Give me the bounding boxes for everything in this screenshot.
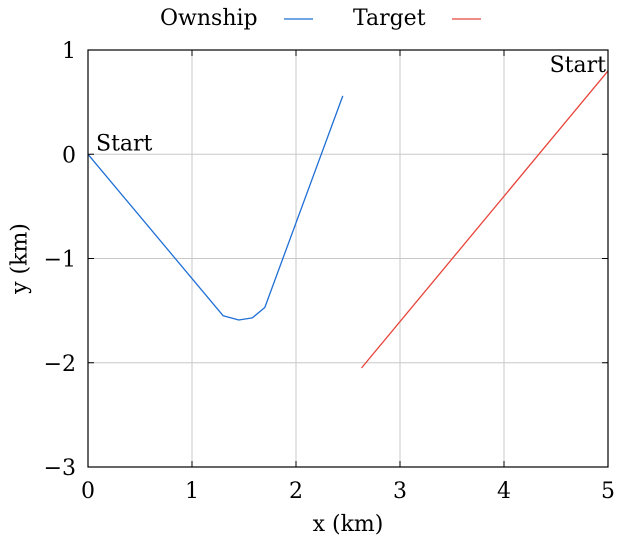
y-tick-label: 1 (62, 39, 76, 64)
y-tick-label: 0 (62, 143, 76, 168)
start-label-ownship: Start (96, 131, 153, 156)
series-line-ownship (87, 95, 344, 321)
x-tick-label: 0 (81, 479, 95, 504)
y-axis-label: y (km) (8, 223, 33, 295)
x-tick-label: 3 (393, 479, 407, 504)
x-tick-label: 5 (601, 479, 615, 504)
series-layer (87, 70, 609, 369)
x-tick-label: 1 (185, 479, 199, 504)
start-label-target: Start (550, 53, 607, 78)
x-axis-label: x (km) (313, 512, 384, 537)
legend-label-target: Target (353, 6, 426, 31)
series-line-target (360, 70, 609, 369)
x-tick-label: 4 (497, 479, 511, 504)
annotations: Start Start (96, 53, 606, 156)
y-tick-label: −3 (44, 456, 76, 481)
grid (88, 50, 608, 467)
x-tick-label: 2 (289, 479, 303, 504)
ticks: 0 1 2 3 4 5 −3 −2 −1 0 1 (44, 39, 615, 504)
legend-label-ownship: Ownship (160, 6, 258, 31)
legend: Ownship Target (160, 6, 481, 31)
y-tick-label: −2 (44, 352, 76, 377)
y-tick-label: −1 (44, 248, 76, 273)
